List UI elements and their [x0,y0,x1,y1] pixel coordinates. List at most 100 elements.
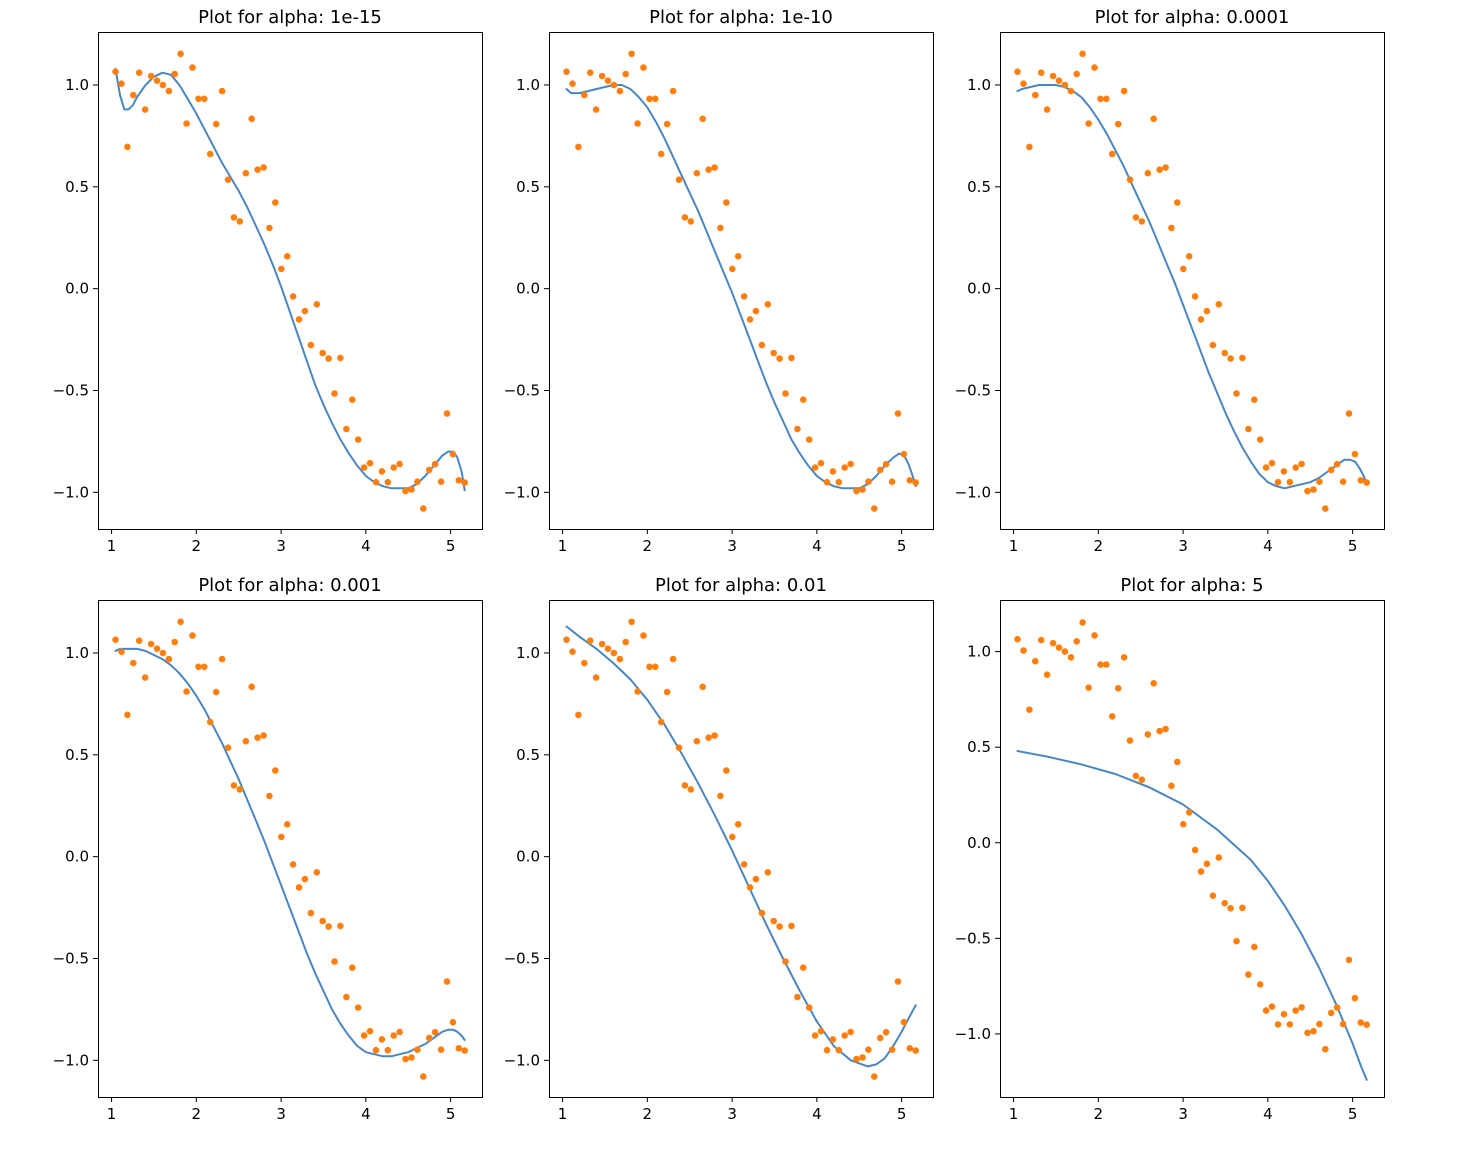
data-point [283,252,291,260]
data-point [124,711,131,719]
data-point [563,68,570,75]
y-tick-label: −1.0 [504,483,540,501]
data-point [1061,648,1069,655]
data-point [384,1046,392,1054]
data-point [242,169,250,177]
data-point [278,833,285,841]
subplot-2: Plot for alpha: 1e-10 1 2 3 4 5 1.0 0.5 0.0 −0.5 −… [504,7,934,555]
x-tick-label: 5 [897,537,907,555]
data-point [354,1004,362,1011]
x-tick-label: 5 [897,1105,907,1123]
y-tick-label: −1.0 [955,483,991,501]
x-tick-label: 2 [643,1105,653,1123]
data-point [1197,868,1205,875]
data-point [900,450,908,458]
data-point [1085,120,1092,127]
data-point [1203,860,1211,868]
subplot-title: Plot for alpha: 1e-15 [198,7,382,28]
data-point [1262,464,1270,471]
data-point [693,737,701,745]
data-point [272,767,279,774]
data-point [183,688,190,695]
data-point [1174,758,1181,766]
data-point [912,479,919,486]
data-point [729,833,736,841]
data-point [455,477,463,484]
data-point [1079,50,1086,58]
data-point [610,81,618,89]
data-point [431,460,439,468]
data-point [1245,971,1252,978]
data-point [610,649,618,657]
axes-frame [1000,32,1385,530]
data-point [628,50,635,58]
data-point [130,91,137,99]
data-point [420,1073,427,1080]
data-point [888,478,896,486]
data-point [461,1047,469,1054]
x-tick-label: 3 [727,1105,737,1123]
data-point [575,711,582,719]
data-point [437,478,445,486]
data-point [1138,218,1146,225]
subplot-title: Plot for alpha: 0.01 [655,575,827,596]
data-point [758,341,766,349]
data-point [817,1027,825,1035]
data-point [675,176,683,183]
data-point [289,861,297,868]
subplot-1: Plot for alpha: 1e-15 1 2 3 4 5 1.0 0.5 0.0 −0.5 −… [53,7,483,555]
data-point [195,663,202,671]
data-point [841,464,848,471]
data-point [384,478,392,486]
data-point [829,1036,837,1043]
y-tick-label: 0.5 [516,178,540,196]
data-point [1085,684,1092,691]
subplot-title: Plot for alpha: 0.0001 [1095,7,1290,28]
data-point [177,50,184,58]
data-point [307,909,315,917]
x-tick-label: 5 [1348,537,1358,555]
data-point [1339,1020,1347,1028]
data-point [171,638,178,646]
data-point [1327,1009,1335,1017]
data-point [1032,91,1039,99]
y-tick-label: −0.5 [504,949,540,967]
data-point [1333,1004,1341,1011]
data-point [343,425,350,433]
subplot-3: Plot for alpha: 0.0001 1 2 3 4 5 1.0 0.5 0.0 −0.5… [955,7,1385,555]
data-point [118,80,125,87]
data-point [1310,486,1317,493]
data-point [366,459,374,467]
data-point [343,993,350,1001]
data-point [865,1046,872,1053]
data-point [1020,80,1027,87]
subplot-title: Plot for alpha: 1e-10 [649,7,833,28]
data-point [752,875,760,883]
data-point [455,1045,463,1052]
data-point [242,737,250,745]
data-point [663,688,671,696]
x-tick-label: 3 [727,537,737,555]
y-tick-label: 1.0 [516,76,540,94]
data-point [283,821,291,828]
data-point [390,1032,398,1039]
data-point [829,468,837,475]
data-point [1357,477,1365,484]
data-point [859,486,866,493]
data-point [1322,1045,1329,1053]
fit-line [114,67,466,492]
data-point [1191,293,1199,300]
data-point [1209,341,1217,349]
data-point [669,87,677,95]
y-tick-label: 0.5 [516,746,540,764]
data-point [402,1055,409,1063]
data-point [1197,316,1205,323]
x-tick-label: 5 [446,1105,456,1123]
data-point [805,1004,813,1011]
data-point [740,861,748,868]
data-point [141,106,149,113]
data-point [295,884,303,891]
data-point [1286,478,1294,486]
data-point [817,459,825,467]
data-point [354,436,362,443]
